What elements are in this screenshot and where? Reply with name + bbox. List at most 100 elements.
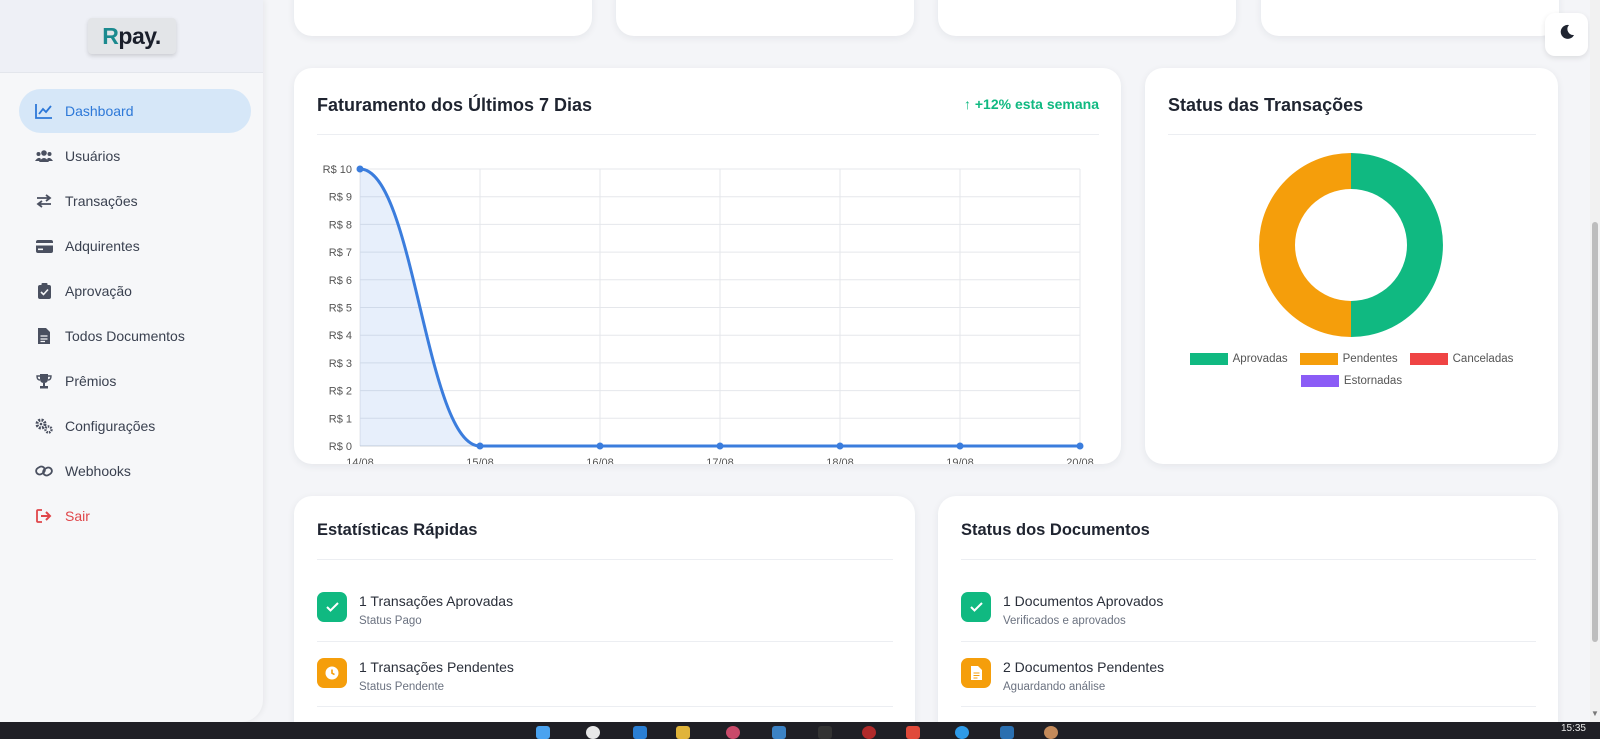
data-point	[956, 442, 964, 450]
y-tick-label: R$ 2	[329, 386, 352, 398]
clock-icon	[317, 658, 347, 688]
divider	[961, 559, 1536, 560]
legend-swatch	[1409, 353, 1448, 365]
sidebar-item-todos-documentos[interactable]: Todos Documentos	[19, 314, 251, 358]
documents-status-title: Status dos Documentos	[961, 521, 1150, 539]
stat-main: 1 Documentos Aprovados	[1003, 593, 1164, 609]
media-icon[interactable]	[862, 726, 876, 739]
transactions-status-card: Status das Transações Aprovadas Pendentes…	[1145, 68, 1558, 464]
sidebar-item-label: Todos Documentos	[65, 328, 185, 344]
data-point	[476, 442, 484, 450]
revenue-card: Faturamento dos Últimos 7 Dias ↑ +12% es…	[294, 68, 1121, 464]
legend-swatch	[1189, 353, 1228, 365]
sidebar-item-label: Dashboard	[65, 103, 134, 119]
sidebar-item-webhooks[interactable]: Webhooks	[19, 449, 251, 493]
stat-card-1	[294, 0, 592, 36]
stat-main: 2 Documentos Pendentes	[1003, 659, 1165, 675]
x-tick-label: 15/08	[466, 457, 494, 464]
sidebar-item-label: Adquirentes	[65, 238, 140, 254]
sidebar-item-dashboard[interactable]: Dashboard	[19, 89, 251, 133]
theme-toggle-button[interactable]	[1545, 13, 1588, 56]
link-icon	[35, 462, 53, 480]
logo-text: pay.	[118, 22, 161, 49]
calendar-icon[interactable]	[772, 726, 786, 739]
stat-card-4	[1261, 0, 1559, 36]
sidebar-nav: Dashboard Usuários Transações Adquirente…	[0, 73, 263, 538]
y-tick-label: R$ 9	[329, 192, 352, 204]
app-icon[interactable]	[906, 726, 920, 739]
legend-label: Estornadas	[1343, 375, 1403, 387]
chart-line-icon	[35, 102, 53, 120]
chrome-icon[interactable]	[586, 726, 600, 739]
legend-swatch	[1299, 353, 1338, 365]
sidebar-item-label: Usuários	[65, 148, 121, 164]
documents-status-card: Status dos Documentos 1 Documentos Aprov…	[938, 496, 1558, 739]
donut-legend: Aprovadas Pendentes Canceladas Estornadas	[1165, 349, 1538, 393]
avatar-icon[interactable]	[1044, 726, 1058, 739]
users-icon	[35, 147, 53, 165]
legend-item[interactable]: Pendentes	[1299, 349, 1398, 369]
transactions-donut-chart	[1259, 153, 1443, 337]
quick-stats-title: Estatísticas Rápidas	[317, 521, 478, 539]
scrollbar-thumb[interactable]	[1592, 222, 1598, 642]
stat-sub: Status Pendente	[359, 681, 445, 693]
legend-label: Aprovadas	[1232, 353, 1288, 365]
data-point	[356, 165, 364, 173]
stat-sub: Aguardando análise	[1003, 681, 1106, 693]
x-tick-label: 16/08	[586, 457, 614, 464]
legend-label: Pendentes	[1342, 353, 1398, 365]
divider	[317, 559, 893, 560]
sidebar-item-adquirentes[interactable]: Adquirentes	[19, 224, 251, 268]
taskbar-clock: 15:35	[1560, 723, 1586, 734]
sidebar-item-premios[interactable]: Prêmios	[19, 359, 251, 403]
legend-item[interactable]: Estornadas	[1300, 371, 1403, 391]
sidebar-item-usuarios[interactable]: Usuários	[19, 134, 251, 178]
legend-label: Canceladas	[1452, 353, 1514, 365]
divider	[1168, 134, 1536, 135]
data-point	[836, 442, 844, 450]
x-tick-label: 14/08	[346, 457, 374, 464]
y-tick-label: R$ 4	[329, 330, 352, 342]
terminal-icon[interactable]	[818, 726, 832, 739]
edge-icon[interactable]	[633, 726, 647, 739]
list-item: 1 Transações Aprovadas Status Pago	[317, 592, 513, 627]
sidebar-item-configuracoes[interactable]: Configurações	[19, 404, 251, 448]
legend-item[interactable]: Aprovadas	[1189, 349, 1288, 369]
stat-main: 1 Transações Aprovadas	[359, 593, 514, 609]
y-tick-label: R$ 10	[323, 164, 352, 176]
data-point	[716, 442, 724, 450]
x-tick-label: 17/08	[706, 457, 734, 464]
stat-card-3	[938, 0, 1236, 36]
quick-stats-card: Estatísticas Rápidas 1 Transações Aprova…	[294, 496, 915, 739]
donut-slice	[1351, 153, 1443, 337]
sidebar-item-label: Configurações	[65, 418, 156, 434]
y-tick-label: R$ 8	[329, 219, 352, 231]
scroll-down-arrow-icon[interactable]: ▼	[1591, 709, 1599, 718]
legend-item[interactable]: Canceladas	[1409, 349, 1514, 369]
sidebar-item-aprovacao[interactable]: Aprovação	[19, 269, 251, 313]
sign-out-icon	[35, 507, 53, 525]
moon-icon	[1559, 24, 1575, 45]
sidebar-item-transacoes[interactable]: Transações	[19, 179, 251, 223]
app-icon[interactable]	[726, 726, 740, 739]
data-point	[596, 442, 604, 450]
divider	[961, 641, 1536, 642]
transactions-card-title: Status das Transações	[1168, 95, 1364, 115]
file-icon	[961, 658, 991, 688]
browser-icon[interactable]	[955, 726, 969, 739]
list-item: 1 Documentos Aprovados Verificados e apr…	[961, 592, 1163, 627]
revenue-line-chart: R$ 0 R$ 1 R$ 2 R$ 3 R$ 4 R$ 5 R$ 6 R$ 7 R$ 8 R$ 9…	[323, 164, 1094, 464]
x-tick-label: 19/08	[946, 457, 974, 464]
list-item: 2 Documentos Pendentes Aguardando anális…	[961, 658, 1164, 693]
app-icon[interactable]	[1000, 726, 1014, 739]
credit-card-icon	[35, 237, 53, 255]
y-tick-label: R$ 3	[329, 358, 352, 370]
gears-icon	[35, 417, 53, 435]
folder-icon[interactable]	[676, 726, 690, 739]
data-point	[1076, 442, 1084, 450]
sidebar-item-label: Transações	[65, 193, 138, 209]
windows-start-icon[interactable]	[536, 726, 550, 739]
sidebar-item-sair[interactable]: Sair	[19, 494, 251, 538]
